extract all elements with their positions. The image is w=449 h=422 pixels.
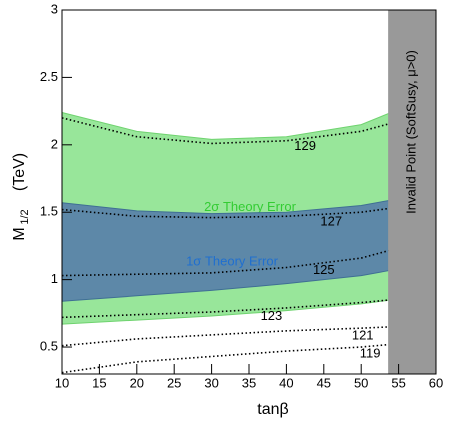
invalid-label: Invalid Point (SoftSusy, μ>0) [404,50,419,214]
contour-line [61,299,392,319]
contour-line [61,207,392,219]
x-tick-label: 20 [130,375,144,390]
y-tick-label: 3 [51,1,58,16]
y-tick-label: 1.5 [40,204,58,219]
contour-line [61,343,392,374]
band-lower-edge [61,299,392,325]
y-axis-label-main: M [11,227,28,240]
x-tick-label: 50 [354,375,368,390]
y-axis-label-unit: (TeV) [11,153,28,191]
contour-label: 127 [320,213,342,228]
x-tick-label: 15 [92,375,106,390]
contour-label: 119 [360,346,381,361]
x-tick-label: 55 [391,375,405,390]
band-label: 2σ Theory Error [204,199,296,214]
band-lower-edge [61,269,392,302]
band-upper-edge [61,111,392,140]
contour-line [61,326,392,347]
band-upper-edge [61,199,392,215]
y-tick-label: 0.5 [40,338,58,353]
x-tick-label: 60 [429,375,443,390]
y-tick-label: 1 [51,271,58,286]
x-tick-label: 45 [317,375,331,390]
y-axis-label-sub: 1/2 [19,209,31,224]
contour-label: 123 [261,308,283,323]
contour-label: 125 [313,262,335,277]
y-tick-label: 2 [51,136,58,151]
invalid-region [388,10,436,374]
x-tick-label: 40 [279,375,293,390]
contour-line [61,249,392,277]
contour-label: 129 [294,138,316,153]
y-tick-label: 2.5 [40,69,58,84]
band-area [62,200,392,302]
x-tick-label: 35 [242,375,256,390]
x-tick-label: 25 [167,375,181,390]
x-tick-label: 10 [55,375,69,390]
x-axis-label: tanβ [257,401,288,418]
x-tick-label: 30 [204,375,218,390]
contour-label: 121 [352,328,374,343]
band-label: 1σ Theory Error [186,253,278,268]
contour-line [61,117,392,145]
y-axis-label: M 1/2 (TeV) [11,153,31,241]
